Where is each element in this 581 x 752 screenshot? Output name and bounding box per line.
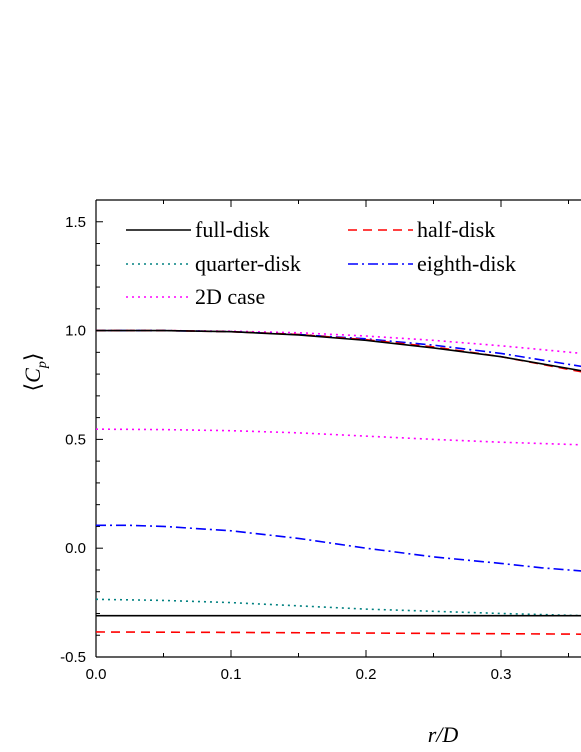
legend-label: eighth-disk: [417, 251, 516, 276]
series-line-eighth-disk: [96, 524, 581, 572]
series-line-full-disk: [96, 329, 581, 372]
y-tick-label: 1.5: [65, 214, 86, 231]
plot-area: [96, 329, 581, 635]
x-tick-label: 0.1: [221, 666, 242, 683]
y-tick-label: -0.5: [60, 649, 86, 666]
axis-labels: r/D ⟨Cp⟩: [20, 353, 458, 747]
x-axis-title: r/D: [428, 722, 459, 747]
legend-label: quarter-disk: [195, 251, 301, 276]
y-tick-label: 1.0: [65, 323, 86, 340]
legend-label: 2D case: [195, 284, 265, 309]
y-axis-title: ⟨Cp⟩: [20, 353, 50, 392]
legend: full-disk half-disk quarter-disk eighth-dis…: [126, 217, 516, 309]
y-tick-label: 0.0: [65, 540, 86, 557]
svg-text:⟨Cp⟩: ⟨Cp⟩: [20, 353, 50, 392]
x-tick-label: 0.0: [86, 666, 107, 683]
legend-label: full-disk: [195, 217, 270, 242]
x-tick-label: 0.2: [356, 666, 377, 683]
legend-label: half-disk: [417, 217, 495, 242]
y-tick-label: 0.5: [65, 431, 86, 448]
x-tick-label: 0.3: [491, 666, 512, 683]
series-line-quarter-disk: [96, 598, 581, 617]
series-line-2d-case: [96, 428, 581, 446]
series-line-2d-case: [96, 329, 581, 355]
series-line-eighth-disk: [96, 329, 581, 368]
axes: 0.0 0.1 0.2 0.3-0.50.00.51.01.5: [60, 199, 581, 683]
series-line-half-disk: [96, 631, 581, 635]
